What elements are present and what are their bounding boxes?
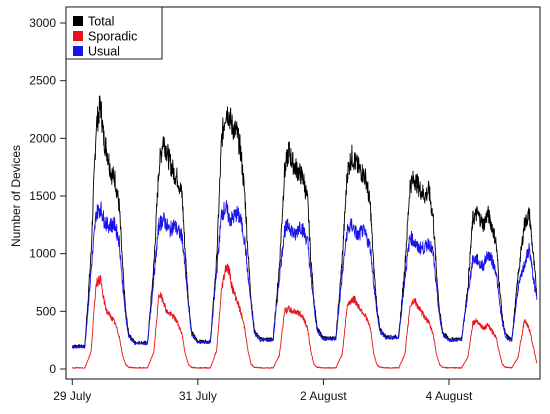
y-tick-label: 2500 <box>29 74 56 88</box>
series-line-sporadic <box>71 263 538 369</box>
legend-label-usual: Usual <box>88 45 120 59</box>
axes: 0 500 1000 1500 2000 2500 3000 Number of Device… <box>9 6 541 403</box>
x-tick-label: 4 August <box>426 389 473 403</box>
legend-swatch-total <box>73 16 83 26</box>
x-tick-label: 2 August <box>300 389 347 403</box>
legend-label-sporadic: Sporadic <box>88 30 137 44</box>
x-tick-label: 31 July <box>179 389 217 403</box>
legend-label-total: Total <box>88 15 114 29</box>
y-tick-label: 2000 <box>29 131 56 145</box>
y-axis-title: Number of Devices <box>9 145 23 247</box>
x-tick-label: 29 July <box>53 389 91 403</box>
y-tick-label: 3000 <box>29 16 56 30</box>
y-tick-label: 1500 <box>29 189 56 203</box>
y-tick-label: 1000 <box>29 247 56 261</box>
plot-frame <box>65 6 541 380</box>
series-line-usual <box>71 200 538 349</box>
series-layer <box>71 95 538 369</box>
series-line-total <box>72 95 538 348</box>
legend-swatch-usual <box>73 46 83 56</box>
y-tick-label: 500 <box>36 304 56 318</box>
y-tick-label: 0 <box>49 362 56 376</box>
legend-swatch-sporadic <box>73 31 83 41</box>
